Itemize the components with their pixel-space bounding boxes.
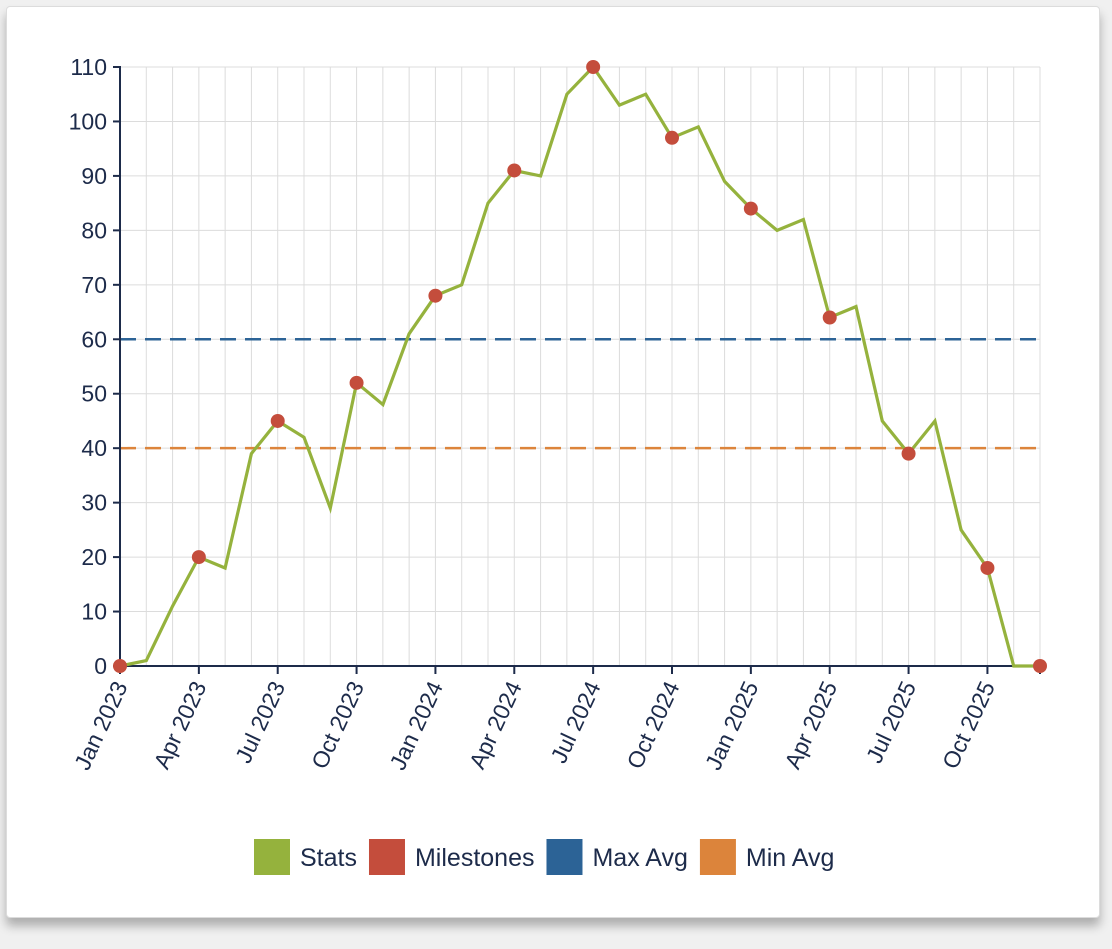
- legend-label: Stats: [300, 844, 357, 872]
- reference-lines: [120, 338, 1040, 450]
- milestone-point: [113, 659, 127, 673]
- milestone-point: [349, 375, 364, 390]
- x-tick-label: Jul 2025: [861, 677, 921, 767]
- x-tick-label: Apr 2024: [464, 677, 527, 773]
- y-tick-label: 80: [81, 217, 107, 243]
- milestone-point: [428, 288, 443, 303]
- legend[interactable]: Stats Milestones Max Avg Min Avg: [254, 839, 834, 875]
- milestone-point: [743, 201, 758, 216]
- legend-swatch: [368, 839, 405, 875]
- y-tick-label: 90: [81, 163, 107, 189]
- milestone-point: [191, 550, 206, 565]
- x-tick-label: Jan 2025: [700, 677, 764, 774]
- y-tick-label: 40: [81, 435, 107, 461]
- legend-label: Min Avg: [746, 844, 834, 872]
- milestone-point: [665, 130, 679, 145]
- x-tick-label: Oct 2025: [937, 677, 1000, 773]
- x-tick-label: Jul 2023: [230, 677, 290, 767]
- milestone-point: [1033, 659, 1047, 673]
- y-tick-label: 70: [81, 272, 107, 298]
- milestone-point: [901, 446, 916, 461]
- stats-line: [119, 64, 1040, 668]
- legend-swatch: [699, 839, 736, 875]
- legend-swatch: [254, 839, 290, 875]
- y-tick-label: 60: [81, 326, 107, 352]
- series: [113, 60, 1047, 673]
- milestone-point: [586, 60, 601, 74]
- y-tick-label: 30: [81, 490, 107, 516]
- y-tick-label: 100: [69, 108, 107, 134]
- y-tick-label: 110: [70, 54, 107, 80]
- legend-item-stats[interactable]: Stats: [254, 839, 357, 875]
- legend-item-min-avg[interactable]: Min Avg: [699, 839, 834, 875]
- milestone-point: [270, 413, 285, 428]
- legend-item-milestones[interactable]: Milestones: [368, 839, 535, 875]
- x-tick-label: Oct 2024: [622, 677, 685, 773]
- x-tick-label: Oct 2023: [306, 677, 369, 773]
- legend-label: Max Avg: [592, 844, 687, 872]
- grid: [119, 66, 1041, 667]
- x-tick-label: Jan 2024: [384, 677, 448, 774]
- legend-label: Milestones: [415, 844, 535, 872]
- chart-card: 0 10 20 30 40 50 60 70 80 90 100 110 Jan 2023 Apr 202…: [6, 6, 1100, 918]
- x-tick-label: Jan 2023: [69, 677, 133, 774]
- legend-swatch: [546, 839, 583, 875]
- milestone-point: [980, 560, 995, 575]
- milestone-point: [822, 310, 837, 325]
- x-tick-label: Apr 2023: [148, 677, 211, 773]
- milestone-point: [507, 163, 522, 178]
- x-tick-label: Apr 2025: [779, 677, 842, 773]
- x-tick-label: Jul 2024: [545, 677, 605, 767]
- y-tick-label: 20: [81, 544, 107, 570]
- legend-item-max-avg[interactable]: Max Avg: [546, 839, 688, 875]
- y-tick-label: 0: [94, 653, 107, 679]
- y-tick-label: 10: [81, 599, 107, 625]
- y-tick-label: 50: [81, 381, 107, 407]
